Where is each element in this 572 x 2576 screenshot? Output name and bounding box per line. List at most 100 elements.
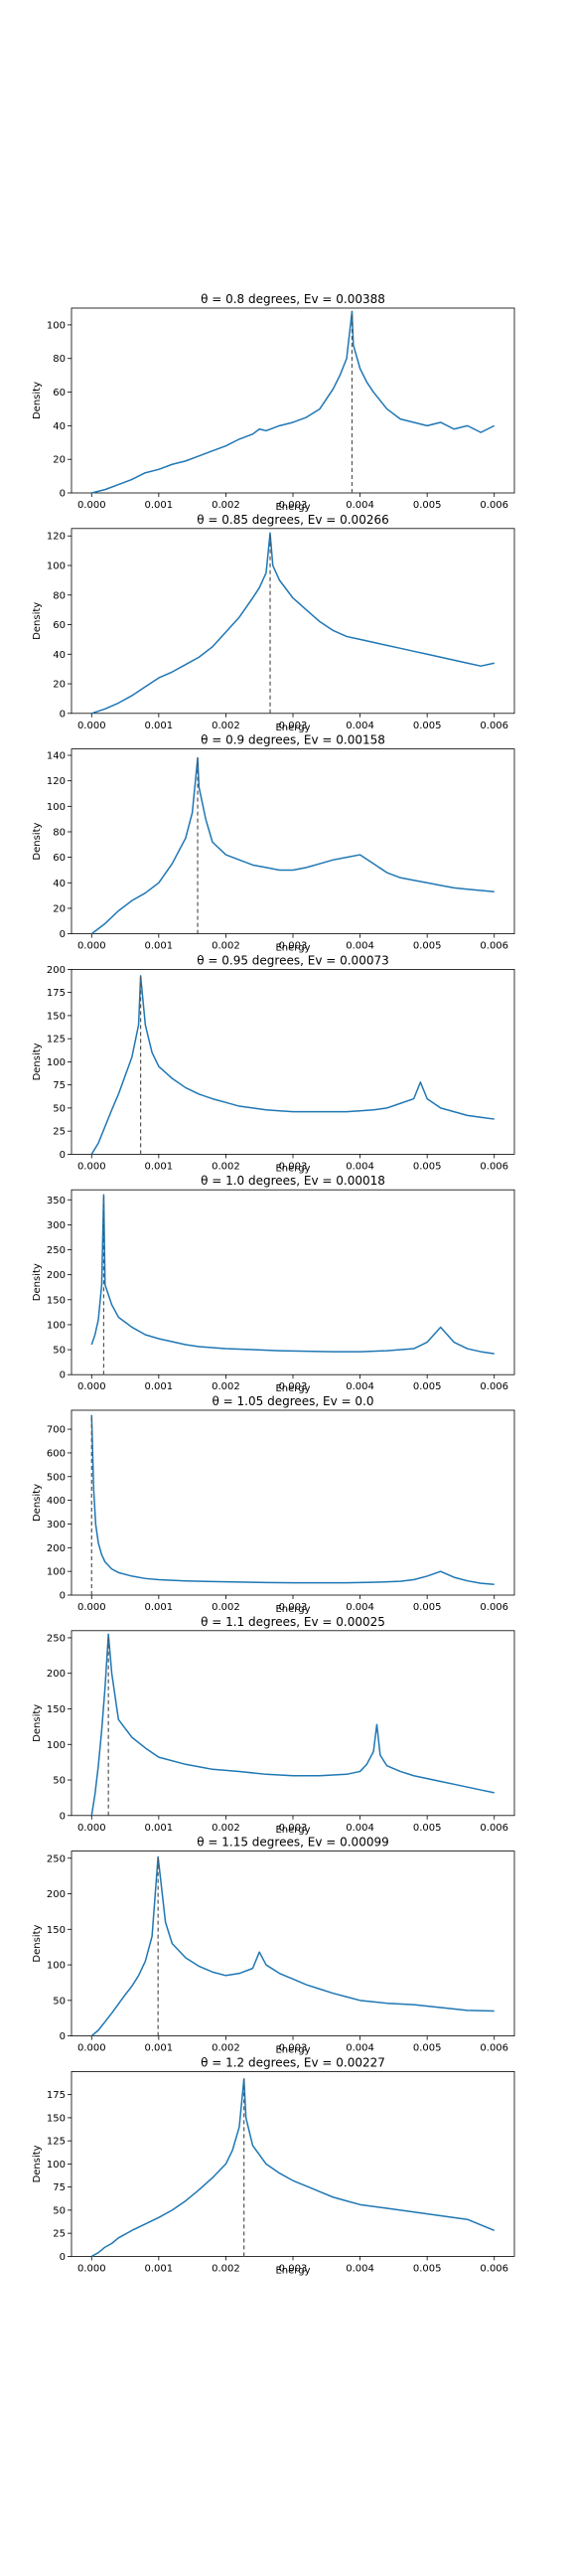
chart-panel-4: θ = 0.95 degrees, Ev = 0.00073 0 25 50 75 100… (32, 953, 515, 1174)
y-tick-label: 100 (47, 1567, 66, 1578)
x-tick-label: 0.006 (480, 1602, 508, 1613)
density-series-line (90, 1855, 495, 2037)
x-tick-label: 0.006 (480, 721, 508, 731)
y-tick-label: 80 (53, 590, 66, 601)
y-tick-label: 100 (47, 2160, 66, 2171)
x-tick-label: 0.002 (212, 500, 240, 511)
y-tick-label: 100 (47, 802, 66, 813)
y-tick-label: 60 (53, 620, 66, 631)
y-tick-label: 60 (53, 853, 66, 864)
y-tick-label: 150 (47, 1011, 66, 1022)
x-tick-label: 0.002 (212, 941, 240, 952)
x-tick-label: 0.000 (77, 1602, 106, 1613)
y-tick-label: 120 (47, 532, 66, 543)
y-axis-label: Density (32, 1925, 43, 1963)
y-tick-label: 100 (47, 1961, 66, 1972)
x-tick-label: 0.002 (212, 1602, 240, 1613)
y-tick-label: 300 (47, 1520, 66, 1530)
y-tick-label: 150 (47, 1295, 66, 1306)
chart-panel-5: θ = 1.0 degrees, Ev = 0.00018 0 50 100 150 20… (32, 1174, 515, 1394)
y-tick-label: 100 (47, 320, 66, 331)
chart-panel-6: θ = 1.05 degrees, Ev = 0.0 0 100 200 300 400 5… (32, 1394, 515, 1615)
y-tick-label: 100 (47, 1057, 66, 1068)
y-tick-label: 150 (47, 1704, 66, 1715)
chart-title: θ = 1.15 degrees, Ev = 0.00099 (197, 1836, 388, 1850)
x-tick-label: 0.006 (480, 500, 508, 511)
y-tick-label: 250 (47, 1245, 66, 1256)
x-tick-label: 0.000 (77, 500, 106, 511)
x-tick-label: 0.006 (480, 1823, 508, 1834)
y-tick-label: 0 (60, 1150, 66, 1161)
x-tick-label: 0.001 (145, 1161, 174, 1172)
x-tick-label: 0.004 (346, 2043, 374, 2054)
x-tick-label: 0.005 (413, 1602, 442, 1613)
x-tick-label: 0.004 (346, 721, 374, 731)
y-tick-label: 250 (47, 1633, 66, 1644)
x-tick-label: 0.000 (77, 2263, 106, 2274)
y-tick-label: 50 (53, 1103, 66, 1114)
x-tick-label: 0.000 (77, 941, 106, 952)
chart-panel-2: θ = 0.85 degrees, Ev = 0.00266 0 20 40 60 80 1… (32, 513, 515, 733)
x-tick-label: 0.003 (279, 1602, 308, 1613)
x-tick-label: 0.002 (212, 2043, 240, 2054)
x-tick-label: 0.001 (145, 1823, 174, 1834)
x-tick-label: 0.001 (145, 941, 174, 952)
chart-panel-1: θ = 0.8 degrees, Ev = 0.00388 0 20 40 60 80 10… (32, 292, 515, 513)
x-tick-label: 0.005 (413, 1161, 442, 1172)
x-tick-label: 0.005 (413, 2263, 442, 2274)
y-tick-label: 100 (47, 1740, 66, 1751)
y-tick-label: 80 (53, 827, 66, 838)
y-tick-label: 40 (53, 421, 66, 432)
x-tick-label: 0.006 (480, 1161, 508, 1172)
chart-panel-7: θ = 1.1 degrees, Ev = 0.00025 0 50 100 150 20… (32, 1615, 515, 1836)
y-tick-label: 200 (47, 965, 66, 976)
x-tick-label: 0.000 (77, 1823, 106, 1834)
y-tick-label: 200 (47, 1270, 66, 1281)
y-tick-label: 0 (60, 2031, 66, 2042)
x-tick-label: 0.005 (413, 1823, 442, 1834)
y-tick-label: 120 (47, 776, 66, 787)
y-tick-label: 250 (47, 1853, 66, 1864)
x-tick-label: 0.000 (77, 2043, 106, 2054)
chart-title: θ = 1.2 degrees, Ev = 0.00227 (201, 2055, 385, 2069)
density-series-line (90, 1633, 495, 1816)
chart-title: θ = 0.9 degrees, Ev = 0.00158 (201, 733, 385, 747)
plot-area-frame (71, 1409, 515, 1596)
x-tick-label: 0.002 (212, 1823, 240, 1834)
plot-area-frame (71, 1630, 515, 1817)
x-tick-label: 0.006 (480, 2043, 508, 2054)
y-tick-label: 300 (47, 1220, 66, 1231)
y-tick-label: 350 (47, 1196, 66, 1207)
x-tick-label: 0.004 (346, 500, 374, 511)
x-axis-label: Energy (275, 502, 310, 513)
y-axis-label: Density (32, 602, 43, 640)
x-tick-label: 0.004 (346, 941, 374, 952)
y-tick-label: 125 (47, 1035, 66, 1046)
y-tick-label: 75 (53, 1080, 66, 1091)
x-tick-label: 0.005 (413, 500, 442, 511)
y-axis-label: Density (32, 2145, 43, 2182)
plot-area-frame (71, 528, 515, 715)
x-tick-label: 0.004 (346, 1823, 374, 1834)
x-axis-label: Energy (275, 1383, 310, 1394)
y-axis-label: Density (32, 1043, 43, 1080)
density-series-line (91, 310, 496, 494)
y-tick-label: 50 (53, 1996, 66, 2007)
y-tick-label: 200 (47, 1889, 66, 1900)
x-tick-label: 0.005 (413, 1381, 442, 1392)
density-series-line (90, 2078, 496, 2258)
y-tick-label: 25 (53, 1127, 66, 1138)
plot-area-frame (71, 969, 515, 1155)
x-tick-label: 0.003 (279, 2043, 308, 2054)
chart-title: θ = 1.05 degrees, Ev = 0.0 (213, 1394, 374, 1408)
y-tick-label: 600 (47, 1448, 66, 1459)
x-tick-label: 0.003 (279, 1161, 308, 1172)
x-tick-label: 0.006 (480, 2263, 508, 2274)
chart-title: θ = 0.8 degrees, Ev = 0.00388 (201, 292, 385, 306)
x-tick-label: 0.003 (279, 2263, 308, 2274)
x-tick-label: 0.001 (145, 500, 174, 511)
y-tick-label: 125 (47, 2137, 66, 2148)
x-tick-label: 0.005 (413, 721, 442, 731)
y-tick-label: 75 (53, 2182, 66, 2193)
chart-title: θ = 0.85 degrees, Ev = 0.00266 (197, 513, 388, 527)
